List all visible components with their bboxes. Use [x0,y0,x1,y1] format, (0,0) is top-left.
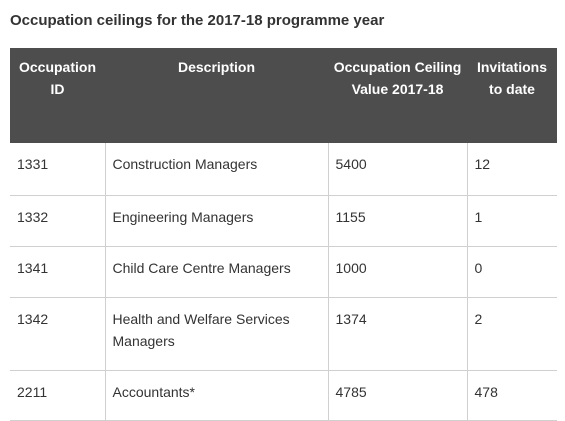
header-occupation-id: Occupation ID [10,48,105,143]
cell-description: Child Care Centre Managers [104,246,328,298]
cell-occupation-id: 2211 [10,370,105,421]
cell-invitations: 0 [466,246,557,298]
occupation-ceilings-table: Occupation ID Description Occupation Cei… [10,48,557,421]
cell-occupation-id: 1341 [10,246,105,298]
cell-description: Health and Welfare Services Managers [104,297,328,371]
cell-ceiling-value: 1374 [327,297,467,371]
cell-description: Engineering Managers [104,195,328,247]
table-row: 1331 Construction Managers 5400 12 [10,143,557,196]
table-row: 2211 Accountants* 4785 478 [10,370,557,421]
cell-invitations: 12 [466,143,557,196]
table-body: 1331 Construction Managers 5400 12 1332 … [10,143,557,421]
table-row: 1342 Health and Welfare Services Manager… [10,297,557,371]
cell-occupation-id: 1332 [10,195,105,247]
cell-description: Construction Managers [104,143,328,196]
cell-invitations: 478 [466,370,557,421]
cell-occupation-id: 1331 [10,143,105,196]
table-header: Occupation ID Description Occupation Cei… [10,48,557,143]
header-ceiling-value: Occupation Ceiling Value 2017-18 [328,48,467,143]
cell-ceiling-value: 1155 [327,195,467,247]
table-row: 1341 Child Care Centre Managers 1000 0 [10,246,557,298]
cell-invitations: 1 [466,195,557,247]
cell-description: Accountants* [104,370,328,421]
header-description: Description [105,48,328,143]
cell-invitations: 2 [466,297,557,371]
table-row: 1332 Engineering Managers 1155 1 [10,195,557,247]
cell-occupation-id: 1342 [10,297,105,371]
header-invitations: Invitations to date [467,48,557,143]
cell-ceiling-value: 1000 [327,246,467,298]
cell-ceiling-value: 5400 [327,143,467,196]
table-caption: Occupation ceilings for the 2017-18 prog… [10,12,385,29]
cell-ceiling-value: 4785 [327,370,467,421]
